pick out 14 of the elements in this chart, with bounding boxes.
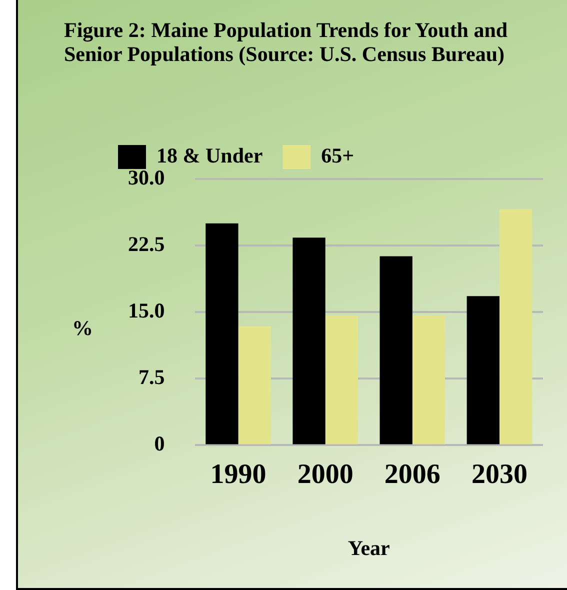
chart-title: Figure 2: Maine Population Trends for Youth and Senior Populations (Source: U.S. Census Bureau)	[64, 18, 509, 66]
y-axis-title: %	[72, 316, 93, 341]
y-tick-label: 7.5	[138, 365, 165, 390]
x-tick-label: 2030	[471, 459, 528, 490]
y-tick-label: 15.0	[128, 298, 165, 323]
y-tick-label: 22.5	[128, 232, 165, 256]
x-tick-label: 2000	[297, 459, 354, 490]
x-tick-label: 1990	[210, 459, 266, 490]
y-tick-label: 30.0	[128, 165, 165, 190]
x-tick-label: 2006	[384, 459, 440, 490]
x-axis-title: Year	[348, 536, 390, 560]
legend-label: 18 & Under	[156, 143, 263, 168]
y-tick-label: 0	[154, 432, 165, 456]
legend-label: 65+	[321, 143, 354, 168]
